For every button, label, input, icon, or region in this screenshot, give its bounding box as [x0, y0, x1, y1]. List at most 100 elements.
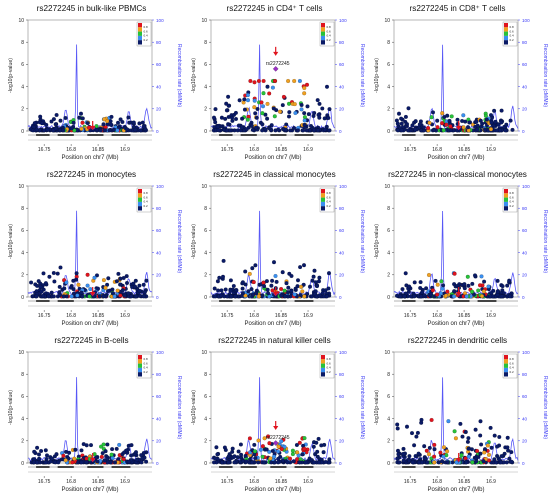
snp-point	[407, 284, 412, 289]
snp-point	[41, 271, 46, 276]
x-axis-label: Position on chr7 (Mb)	[61, 487, 118, 493]
snp-point	[234, 117, 238, 121]
snp-point	[326, 116, 331, 120]
snp-point	[323, 460, 328, 464]
snp-point	[283, 127, 288, 132]
snp-point	[432, 442, 437, 447]
y-right-tick-label: 100	[522, 184, 530, 189]
y-tick-label: 8	[21, 206, 24, 212]
snp-point	[430, 288, 435, 293]
snp-point	[462, 286, 467, 291]
snp-point	[473, 427, 478, 432]
ld-legend-swatch	[321, 363, 325, 368]
snp-point	[427, 452, 431, 457]
y-tick-label: 2	[387, 107, 390, 113]
snp-point	[66, 456, 71, 461]
snp-point	[45, 453, 49, 458]
y-right-tick-label: 20	[339, 439, 345, 444]
snp-point	[101, 278, 106, 283]
snp-point	[294, 443, 299, 447]
chart-title: rs2272245 in CD8⁺ T cells	[410, 4, 506, 13]
ld-legend-swatch	[138, 363, 142, 368]
snp-point	[324, 294, 329, 299]
snp-point	[221, 274, 225, 279]
snp-point	[470, 289, 474, 294]
snp-point	[131, 281, 136, 286]
ld-legend-label: 0.6	[144, 195, 149, 199]
y-right-axis-label: Recombination rate (cM/Mb)	[359, 210, 365, 273]
snp-point	[252, 98, 257, 103]
snp-point	[223, 448, 228, 452]
snp-point	[429, 418, 434, 422]
snp-point	[113, 460, 117, 465]
snp-point	[281, 94, 286, 99]
snp-point	[495, 444, 500, 449]
snp-point	[508, 118, 513, 123]
snp-point	[306, 112, 311, 117]
snp-point	[133, 278, 138, 283]
y-tick-label: 6	[21, 228, 24, 234]
ld-legend-swatch	[504, 359, 508, 364]
gene-bar	[477, 134, 497, 136]
snp-point	[213, 107, 218, 112]
x-tick-label: 16.9	[486, 313, 496, 319]
snp-point	[408, 294, 413, 299]
snp-point	[88, 287, 93, 292]
y-tick-label: 6	[204, 394, 207, 400]
y-tick-label: 4	[21, 84, 24, 90]
snp-point	[315, 98, 320, 103]
snp-point	[29, 280, 34, 285]
snp-point	[35, 445, 40, 450]
snp-point	[452, 289, 457, 294]
plot-frame	[210, 351, 336, 464]
snp-point	[80, 120, 85, 125]
snp-point	[56, 460, 61, 465]
ld-legend-swatch	[138, 359, 142, 364]
y-tick-label: 6	[387, 62, 390, 68]
snp-point	[302, 436, 307, 441]
snp-point	[267, 126, 272, 131]
snp-point	[269, 283, 274, 288]
snp-point	[471, 292, 476, 297]
snp-point	[473, 273, 477, 278]
snp-point	[427, 120, 432, 125]
y-right-axis-label: Recombination rate (cM/Mb)	[176, 376, 182, 439]
chart-panel: rs2272245 in dendritic cells 0 2 4 6 8 10 0 20 40…	[366, 332, 549, 498]
snp-point	[305, 104, 310, 109]
gene-bar	[87, 300, 104, 302]
ld-legend-swatch	[504, 40, 508, 45]
snp-point	[481, 289, 486, 294]
snp-point	[245, 117, 250, 122]
y-axis-label: -log10(p-value)	[8, 390, 14, 425]
snp-point	[440, 121, 445, 126]
ld-legend-swatch	[321, 359, 325, 364]
snp-point	[229, 294, 234, 299]
y-right-tick-label: 20	[522, 439, 528, 444]
ld-legend-swatch	[138, 193, 142, 198]
y-right-axis-label: Recombination rate (cM/Mb)	[176, 210, 182, 273]
snp-point	[323, 127, 328, 132]
snp-point	[439, 279, 444, 284]
snp-point	[504, 122, 509, 127]
snp-point	[314, 440, 319, 445]
snp-point	[256, 460, 261, 465]
gene-bar	[219, 134, 233, 136]
snp-point	[272, 460, 277, 465]
chart-panel: rs2272245 in bulk-like PBMCs 0 2 4 6 8 10 0 20 40…	[0, 0, 183, 166]
ld-legend-swatch	[321, 193, 325, 198]
snp-point	[226, 460, 231, 465]
snp-point	[253, 456, 258, 460]
snp-point	[302, 294, 307, 299]
recombination-rate-line	[393, 377, 519, 462]
snp-point	[67, 450, 72, 455]
snp-point	[212, 115, 216, 120]
y-right-tick-label: 80	[156, 40, 162, 45]
snp-point	[238, 442, 243, 447]
snp-point	[249, 287, 254, 292]
y-right-tick-label: 60	[339, 228, 345, 233]
x-tick-label: 16.8	[432, 313, 442, 319]
snp-point	[492, 457, 497, 462]
y-right-tick-label: 0	[522, 129, 525, 134]
snp-point	[109, 452, 114, 457]
snp-point	[89, 443, 93, 448]
